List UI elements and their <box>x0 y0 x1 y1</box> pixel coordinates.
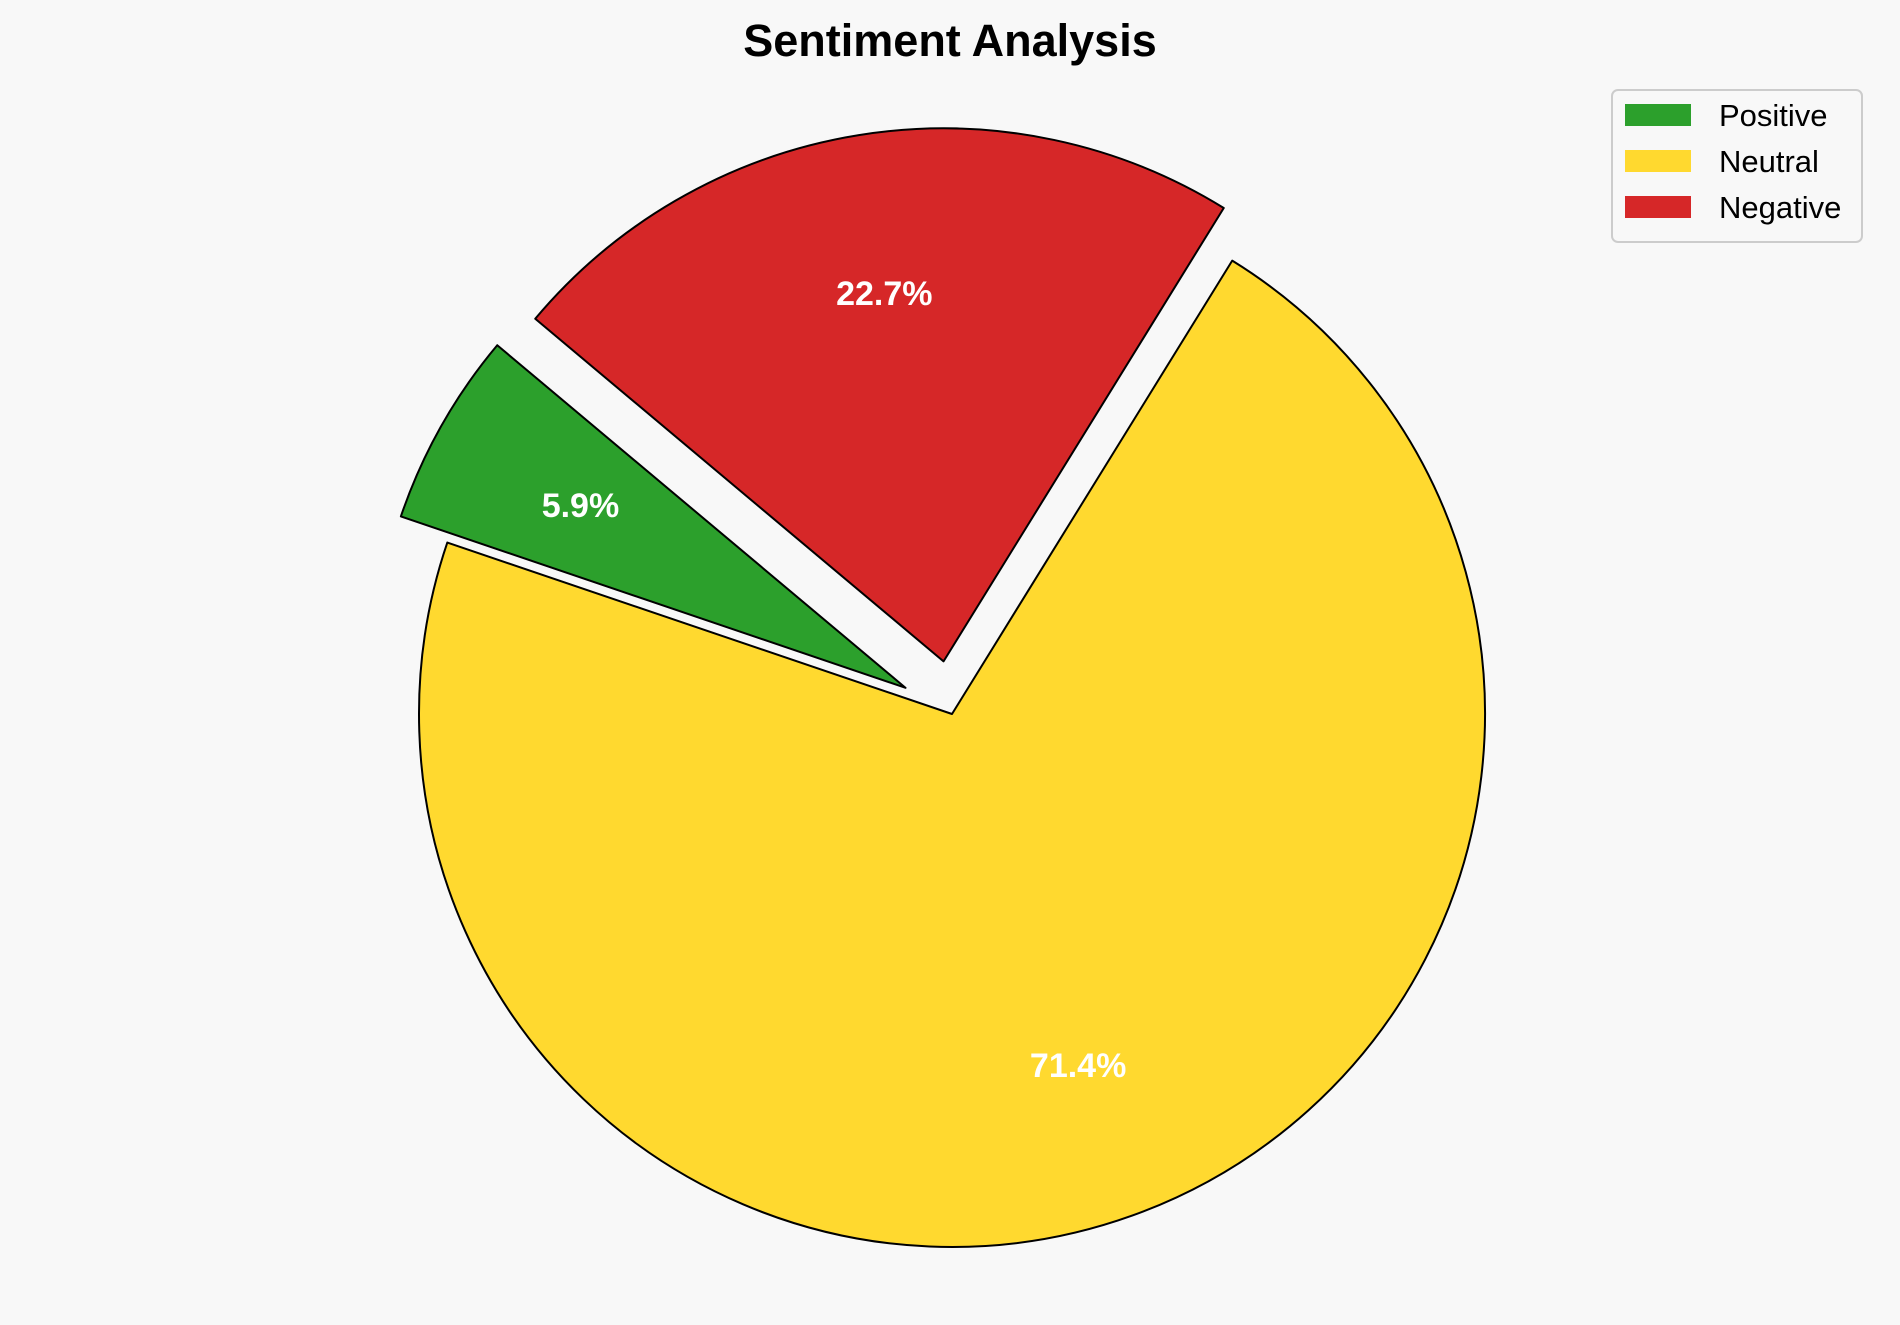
legend-label-negative: Negative <box>1719 190 1841 225</box>
legend-swatch-neutral <box>1625 150 1691 172</box>
pie-wedges <box>399 127 1486 1248</box>
pie-slice-neutral <box>418 259 1486 1248</box>
pie-slice-negative <box>534 127 1225 663</box>
legend-label-neutral: Neutral <box>1719 144 1819 179</box>
pct-label-neutral: 71.4% <box>1030 1047 1126 1085</box>
legend-swatch-negative <box>1625 196 1691 218</box>
legend-label-positive: Positive <box>1719 98 1828 133</box>
legend-swatch-positive <box>1625 104 1691 126</box>
pct-label-negative: 22.7% <box>836 275 932 313</box>
pct-label-positive: 5.9% <box>542 487 620 525</box>
pie-slice-positive <box>399 344 907 689</box>
pie-labels: 5.9% 71.4% 22.7% <box>542 275 1127 1085</box>
chart-title: Sentiment Analysis <box>743 15 1156 66</box>
legend: Positive Neutral Negative <box>1611 89 1863 243</box>
